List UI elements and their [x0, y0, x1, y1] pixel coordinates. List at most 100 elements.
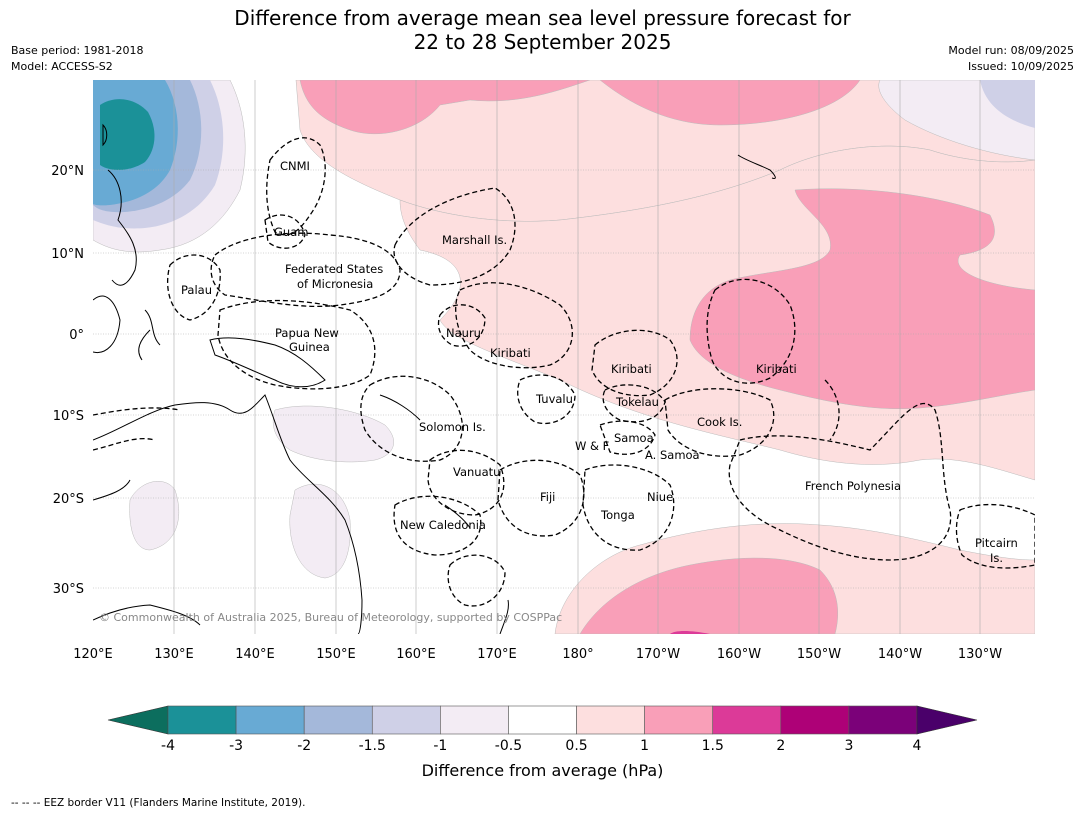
- colorbar-segment: [440, 705, 509, 735]
- eez-note: -- -- -- EEZ border V11 (Flanders Marine…: [11, 797, 306, 809]
- colorbar-tick-label: -1.5: [359, 738, 386, 754]
- eez-cook: [664, 388, 775, 457]
- coast-solomon: [379, 394, 421, 421]
- label-solomon: Solomon Is.: [419, 420, 486, 434]
- issued-date: Issued: 10/09/2025: [967, 60, 1074, 73]
- label-wallis-futuna: W & F: [575, 439, 609, 453]
- coast-australia-south: [93, 479, 131, 501]
- model-name: Model: ACCESS-S2: [11, 60, 113, 73]
- colorbar-tick-label: -3: [229, 738, 243, 754]
- lon-tick-label: 130°W: [958, 647, 1002, 662]
- label-vanuatu: Vanuatu: [453, 465, 500, 479]
- label-pitcairn-1: Pitcairn: [975, 536, 1018, 550]
- pressure-anomaly-map: CNMI Guam Marshall Is. Federated States …: [51, 80, 1035, 662]
- label-guam: Guam: [274, 225, 308, 239]
- label-tuvalu: Tuvalu: [535, 392, 573, 406]
- colorbar-segment: [371, 705, 441, 735]
- colorbar-label: Difference from average (hPa): [421, 761, 664, 780]
- colorbar-segment: [848, 705, 918, 735]
- eez-cnmi: [266, 137, 326, 236]
- anomaly-region-1-northeast: [599, 80, 861, 126]
- eez-kiribati-phoenix: [591, 329, 678, 397]
- colorbar-tick-label: -1: [433, 738, 447, 754]
- map-plot-area: CNMI Guam Marshall Is. Federated States …: [93, 80, 1035, 634]
- label-new-caledonia: New Caledonia: [400, 518, 486, 532]
- lon-tick-label: 180°: [562, 647, 593, 662]
- map-title: Difference from average mean sea level p…: [0, 6, 1085, 54]
- title-line-2: 22 to 28 September 2025: [413, 30, 672, 54]
- colorbar-tick-label: 3: [844, 738, 853, 754]
- eez-french-polynesia: [728, 403, 952, 561]
- colorbar-tick-label: -4: [161, 738, 175, 754]
- eez-kiribati-line: [706, 278, 796, 384]
- colorbar-segment: [167, 705, 237, 735]
- coast-new-zealand: [499, 599, 509, 634]
- graticule: [93, 80, 1035, 634]
- anomaly-region-1-east: [689, 188, 1035, 409]
- label-cook-islands: Cook Is.: [697, 415, 742, 429]
- lon-tick-label: 150°W: [797, 647, 841, 662]
- eez-tokelau: [602, 384, 666, 423]
- colorbar-segment: [303, 705, 373, 735]
- lon-tick-label: 160°W: [717, 647, 761, 662]
- colorbar-segment: [235, 705, 305, 735]
- lat-tick-label: 20°N: [51, 164, 84, 179]
- label-american-samoa: A. Samoa: [645, 448, 700, 462]
- lon-tick-label: 150°E: [316, 647, 356, 662]
- eez-nauru: [437, 304, 486, 347]
- colorbar-tick-label: 1.5: [702, 738, 724, 754]
- label-tonga: Tonga: [600, 508, 635, 522]
- eez-palau: [166, 254, 221, 321]
- label-png-1: Papua New: [275, 326, 339, 340]
- eez-samoa: [599, 420, 656, 455]
- label-palau: Palau: [181, 283, 212, 297]
- eez-west: [93, 407, 181, 451]
- lat-tick-label: 20°S: [53, 492, 84, 507]
- colorbar-ticks: -4 -3 -2 -1.5 -1 -0.5 0.5 1 1.5 2 3 4: [161, 738, 922, 754]
- label-kiribati-east: Kiribati: [756, 362, 797, 376]
- eez-hawaii-south: [824, 379, 840, 441]
- base-period: Base period: 1981-2018: [11, 44, 144, 57]
- colorbar-tick-label: 2: [776, 738, 785, 754]
- eez-new-caledonia: [393, 495, 482, 556]
- eez-png: [217, 299, 376, 390]
- eez-norfolk: [447, 554, 506, 607]
- colorbar-segment: [644, 705, 714, 735]
- lon-tick-label: 170°W: [636, 647, 680, 662]
- eez-vanuatu: [427, 449, 505, 516]
- lon-tick-label: 120°E: [73, 647, 113, 662]
- label-nauru: Nauru: [446, 326, 481, 340]
- colorbar-segment: [780, 705, 850, 735]
- anomaly-region-1-south: [579, 557, 839, 634]
- colorbar-segments: [107, 705, 978, 735]
- lat-tick-label: 0°: [69, 328, 84, 343]
- label-fiji: Fiji: [540, 490, 555, 504]
- label-fsm-2: of Micronesia: [297, 277, 373, 291]
- coast-taiwan: [102, 123, 108, 147]
- eez-fiji: [497, 459, 585, 537]
- coastlines: [93, 123, 776, 634]
- colorbar-tick-label: 0.5: [565, 738, 587, 754]
- colorbar-segment: [508, 705, 577, 735]
- place-labels: CNMI Guam Marshall Is. Federated States …: [181, 159, 1018, 565]
- anomaly-region-neg1-northeast: [980, 80, 1035, 128]
- copyright-notice: © Commonwealth of Australia 2025, Bureau…: [99, 611, 562, 624]
- label-french-polynesia: French Polynesia: [805, 479, 901, 493]
- label-kiribati-west: Kiribati: [490, 346, 531, 360]
- lon-tick-label: 160°E: [396, 647, 436, 662]
- longitude-ticks: 120°E 130°E 140°E 150°E 160°E 170°E 180° 170°W 1…: [73, 647, 1002, 662]
- colorbar-over-arrow: [916, 705, 978, 735]
- label-tokelau: Tokelau: [615, 395, 659, 409]
- lon-tick-label: 170°E: [477, 647, 517, 662]
- lon-tick-label: 130°E: [154, 647, 194, 662]
- anomaly-region-neg3-northwest: [100, 99, 155, 170]
- colorbar-tick-label: -0.5: [495, 738, 522, 754]
- label-fsm-1: Federated States: [285, 262, 383, 276]
- colorbar-tick-label: 4: [913, 738, 922, 754]
- label-marshall: Marshall Is.: [442, 233, 507, 247]
- title-line-1: Difference from average mean sea level p…: [234, 6, 851, 30]
- anomaly-region-1p5-south: [670, 631, 710, 634]
- label-kiribati-central: Kiribati: [611, 362, 652, 376]
- eez-kiribati-gilbert: [455, 282, 573, 369]
